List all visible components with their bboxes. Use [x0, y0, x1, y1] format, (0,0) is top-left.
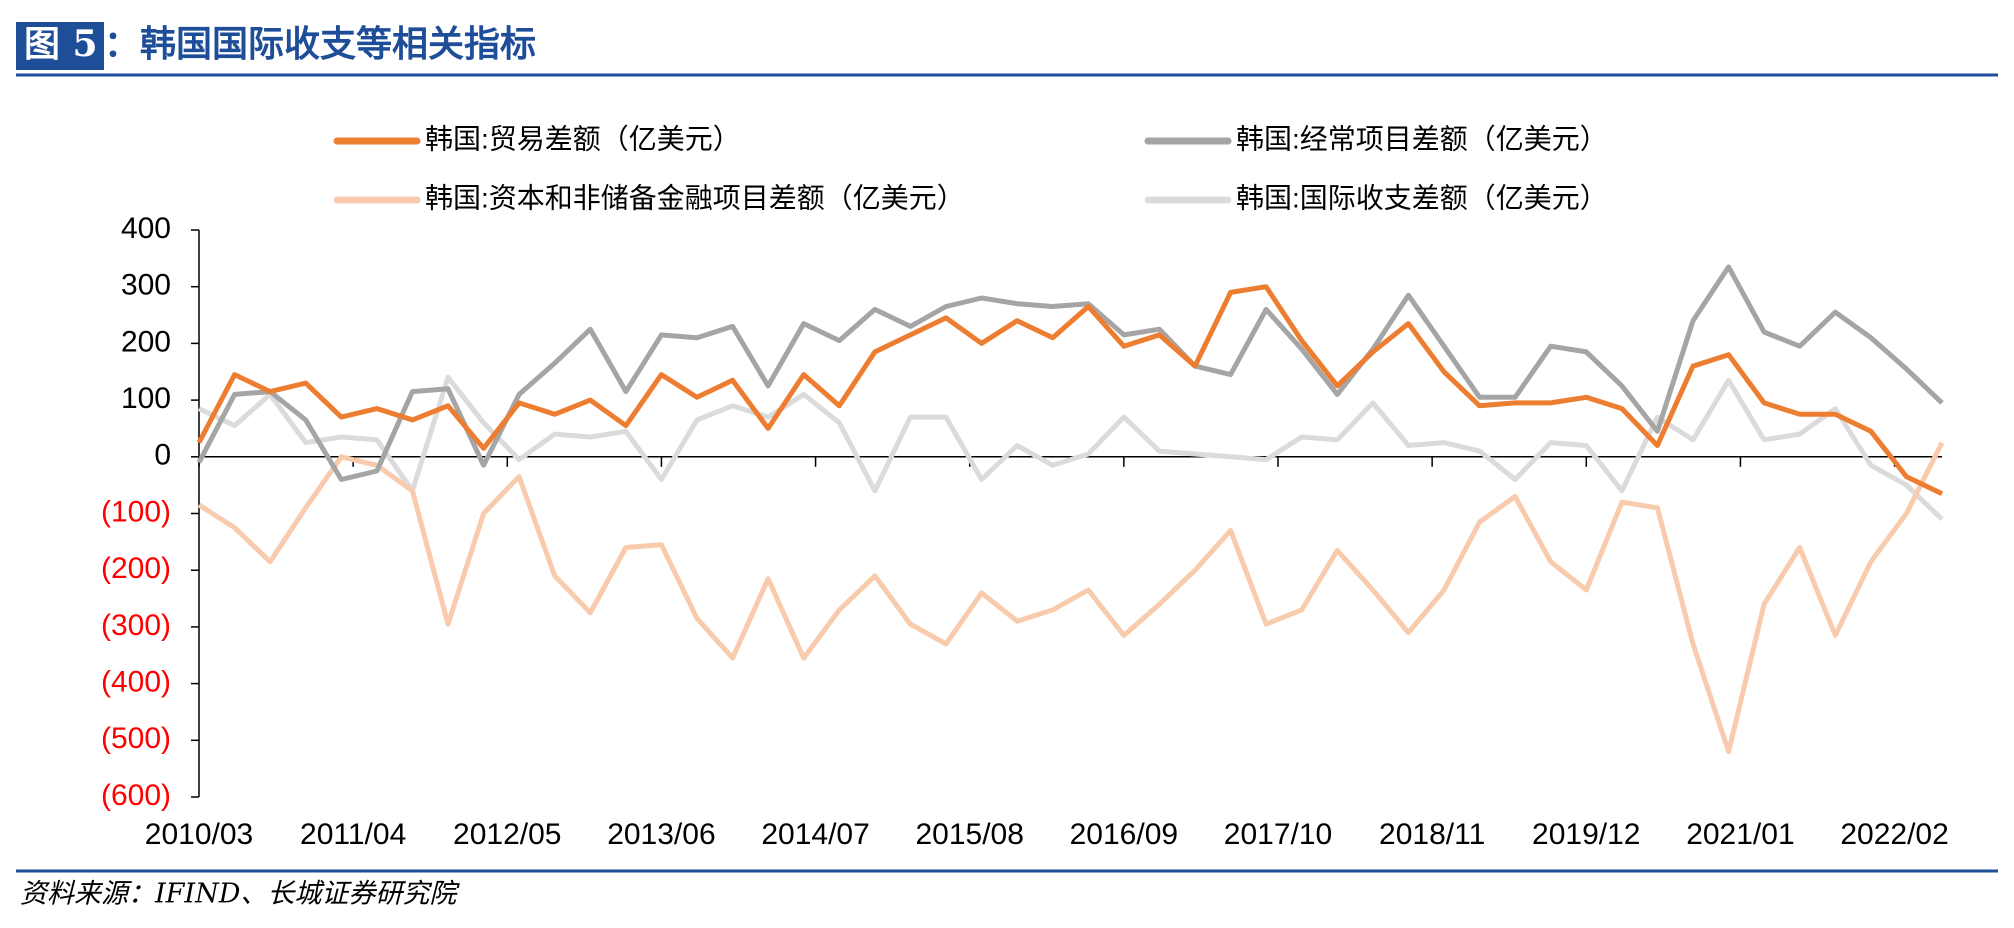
- y-tick-label: 100: [121, 382, 171, 415]
- y-tick-label: (600): [101, 779, 171, 812]
- x-tick-label: 2017/10: [1224, 818, 1332, 851]
- y-tick-label: (500): [101, 722, 171, 755]
- y-tick-label: 0: [154, 439, 171, 472]
- legend-label: 韩国:资本和非储备金融项目差额（亿美元）: [425, 182, 965, 213]
- y-tick-label: (400): [101, 666, 171, 699]
- source: 资料来源：IFIND、长城证券研究院: [20, 879, 460, 910]
- x-tick-label: 2022/02: [1840, 818, 1948, 851]
- x-tick-label: 2019/12: [1532, 818, 1640, 851]
- series-line: [197, 374, 1944, 522]
- x-tick-label: 2014/07: [761, 818, 869, 851]
- series-line: [196, 284, 1944, 496]
- figure-title: ：韩国国际收支等相关指标: [104, 23, 536, 65]
- x-tick-label: 2018/11: [1379, 818, 1485, 851]
- x-tick-label: 2016/09: [1070, 818, 1178, 851]
- y-tick-label: (100): [101, 495, 171, 528]
- x-tick-label: 2010/03: [145, 818, 253, 851]
- series-line: [197, 441, 1945, 755]
- y-tick-label: (200): [101, 552, 171, 585]
- legend-label: 韩国:经常项目差额（亿美元）: [1236, 123, 1608, 154]
- figure-label-box: [16, 22, 104, 70]
- legend-label: 韩国:贸易差额（亿美元）: [425, 123, 741, 154]
- legend-label: 韩国:国际收支差额（亿美元）: [1236, 182, 1608, 213]
- y-tick-label: 200: [121, 325, 171, 358]
- x-tick-label: 2011/04: [300, 818, 406, 851]
- series-line: [196, 264, 1944, 482]
- x-tick-label: 2021/01: [1686, 818, 1794, 851]
- x-tick-label: 2013/06: [607, 818, 715, 851]
- y-tick-label: 400: [121, 212, 171, 245]
- y-tick-label: 300: [121, 269, 171, 302]
- y-tick-label: (300): [101, 609, 171, 642]
- x-tick-label: 2015/08: [915, 818, 1023, 851]
- x-tick-label: 2012/05: [453, 818, 561, 851]
- figure-label: 图 5: [24, 23, 98, 65]
